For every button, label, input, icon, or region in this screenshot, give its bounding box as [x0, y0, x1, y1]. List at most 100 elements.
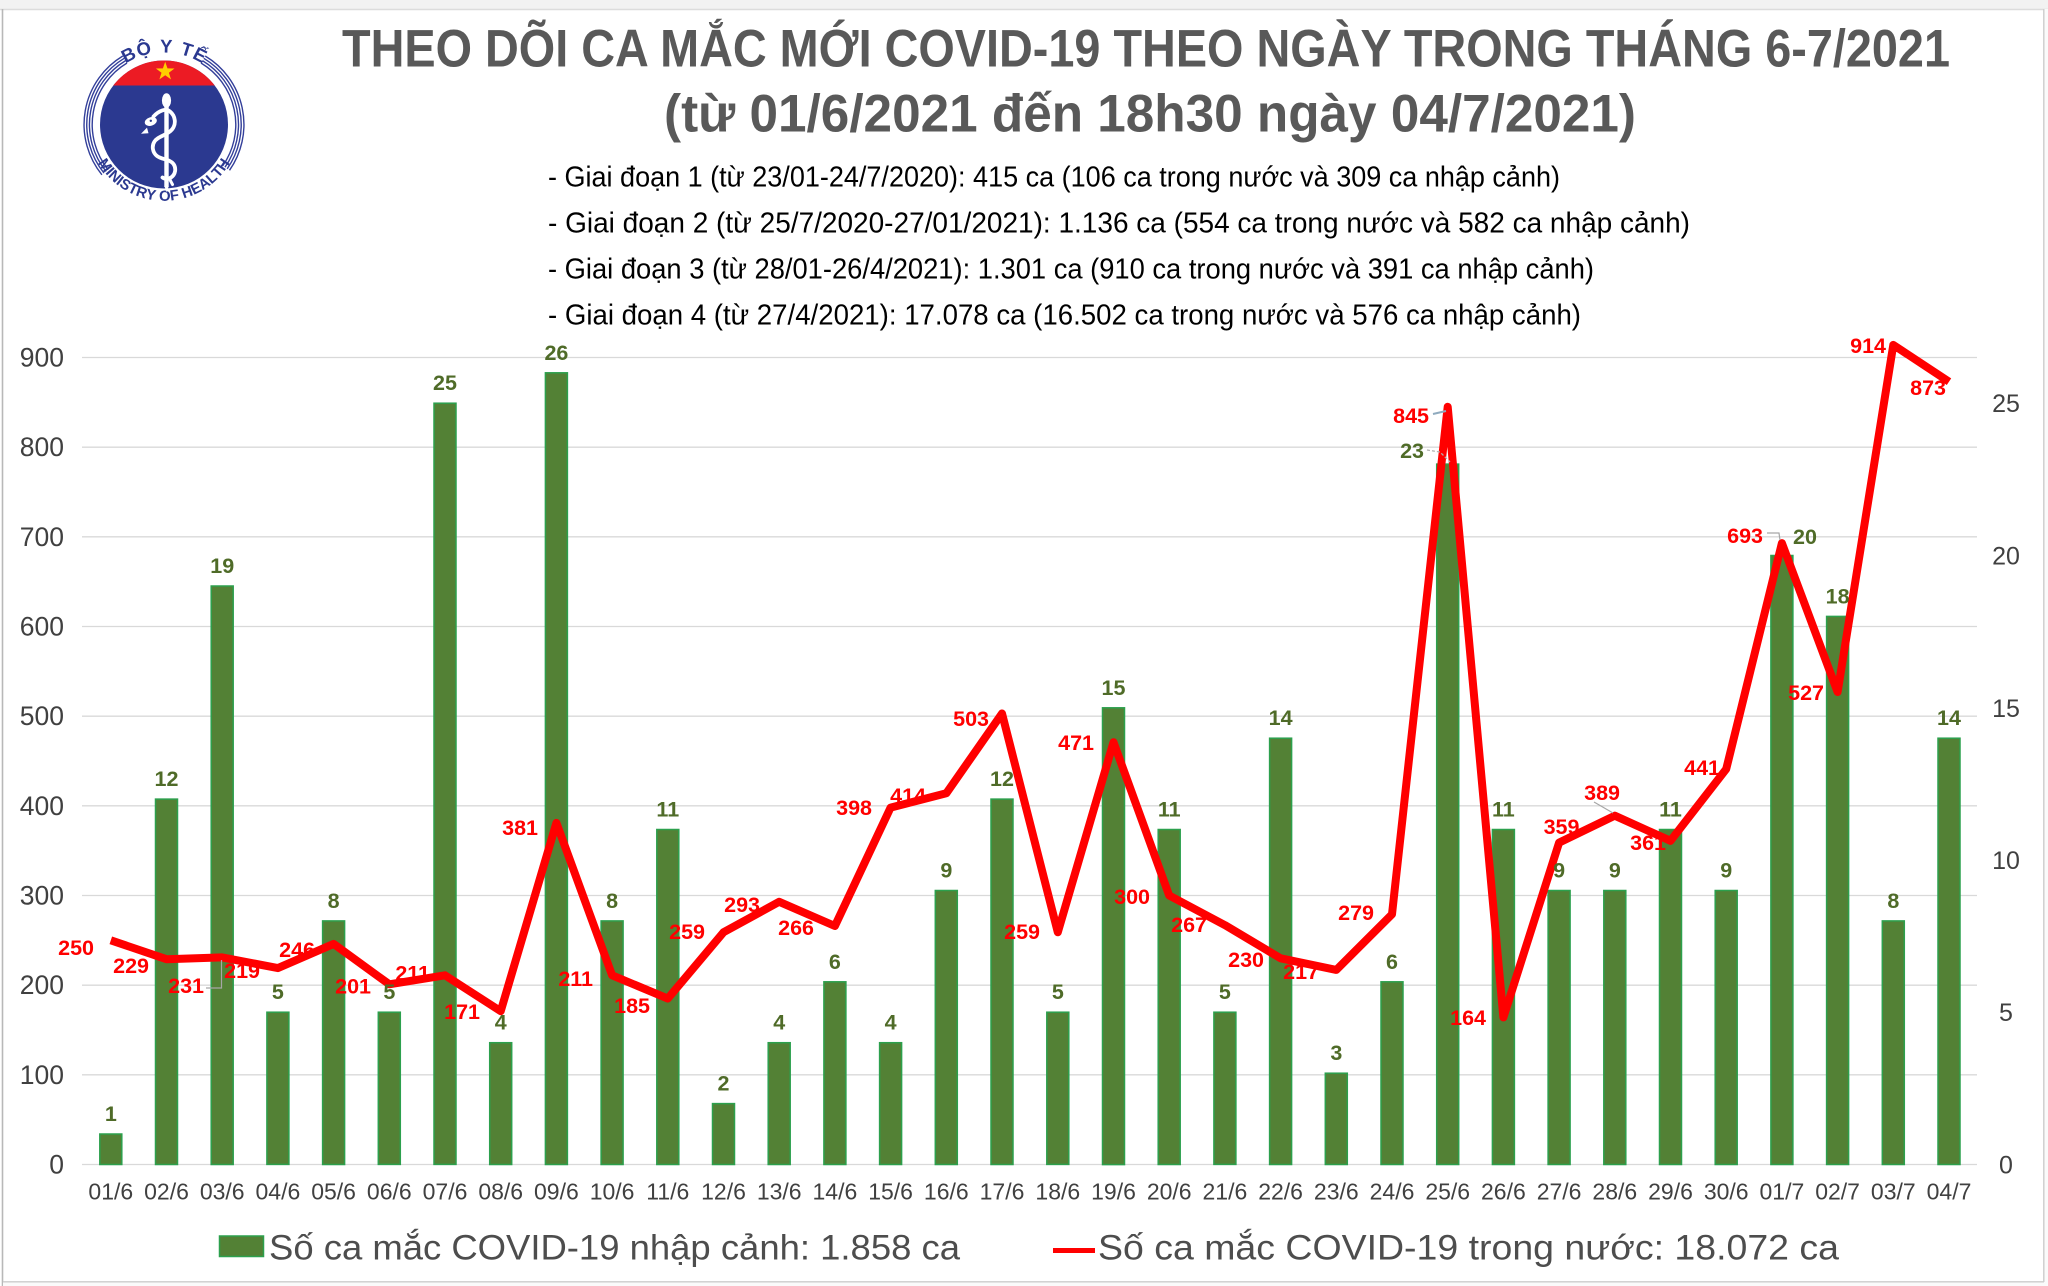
svg-text:266: 266	[778, 916, 814, 940]
svg-text:230: 230	[1228, 948, 1264, 972]
svg-text:11: 11	[656, 798, 679, 822]
svg-text:4: 4	[495, 1011, 507, 1035]
svg-text:- Giai đoạn 2 (từ 25/7/2020-27: - Giai đoạn 2 (từ 25/7/2020-27/01/2021):…	[548, 207, 1690, 239]
svg-text:5: 5	[1052, 980, 1064, 1004]
svg-text:03/6: 03/6	[200, 1179, 245, 1205]
svg-text:23: 23	[1400, 439, 1424, 463]
svg-text:9: 9	[940, 859, 952, 883]
svg-text:211: 211	[395, 962, 430, 986]
svg-text:361: 361	[1630, 831, 1666, 855]
svg-text:200: 200	[20, 970, 64, 1000]
svg-text:9: 9	[1720, 859, 1732, 883]
svg-text:20: 20	[1992, 543, 2020, 571]
svg-text:0: 0	[49, 1150, 64, 1180]
svg-text:400: 400	[20, 791, 64, 821]
svg-text:23/6: 23/6	[1314, 1179, 1359, 1205]
svg-text:700: 700	[20, 522, 64, 552]
svg-text:24/6: 24/6	[1370, 1179, 1415, 1205]
svg-text:- Giai đoạn 1 (từ 23/01-24/7/2: - Giai đoạn 1 (từ 23/01-24/7/2020): 415 …	[548, 161, 1560, 193]
svg-text:900: 900	[20, 343, 64, 373]
svg-text:11: 11	[1492, 798, 1515, 822]
svg-text:279: 279	[1338, 901, 1374, 925]
svg-text:8: 8	[328, 889, 340, 913]
svg-text:4: 4	[885, 1011, 897, 1035]
svg-text:04/7: 04/7	[1927, 1179, 1972, 1205]
svg-text:16/6: 16/6	[924, 1179, 969, 1205]
svg-text:2: 2	[718, 1072, 730, 1096]
svg-text:471: 471	[1058, 731, 1094, 755]
svg-text:8: 8	[606, 889, 618, 913]
svg-text:100: 100	[20, 1060, 64, 1090]
svg-text:12: 12	[155, 767, 179, 791]
svg-text:26: 26	[544, 341, 568, 365]
svg-text:500: 500	[20, 701, 64, 731]
svg-text:Số ca mắc COVID-19 nhập cảnh:: Số ca mắc COVID-19 nhập cảnh: 1.858 ca	[269, 1229, 961, 1268]
svg-text:3: 3	[1330, 1041, 1342, 1065]
svg-text:600: 600	[20, 612, 64, 642]
svg-text:18: 18	[1826, 584, 1850, 608]
svg-text:06/6: 06/6	[367, 1179, 412, 1205]
svg-text:01/7: 01/7	[1760, 1179, 1805, 1205]
svg-text:11/6: 11/6	[646, 1179, 689, 1205]
svg-text:231: 231	[168, 974, 204, 998]
svg-text:01/6: 01/6	[88, 1179, 133, 1205]
svg-text:293: 293	[724, 893, 760, 917]
svg-text:14: 14	[1269, 706, 1293, 730]
svg-text:15: 15	[1102, 676, 1126, 700]
svg-text:5: 5	[1999, 999, 2013, 1027]
svg-text:R: R	[134, 184, 149, 203]
svg-text:F: F	[169, 187, 180, 204]
svg-text:10: 10	[1992, 847, 2020, 875]
svg-text:267: 267	[1171, 913, 1207, 937]
svg-text:08/6: 08/6	[478, 1179, 523, 1205]
svg-text:10/6: 10/6	[590, 1179, 635, 1205]
svg-text:693: 693	[1727, 524, 1763, 548]
svg-text:8: 8	[1887, 889, 1899, 913]
svg-text:18/6: 18/6	[1035, 1179, 1080, 1205]
svg-text:171: 171	[444, 1000, 480, 1024]
svg-text:19: 19	[210, 554, 234, 578]
svg-text:527: 527	[1788, 681, 1824, 705]
svg-text:11: 11	[1659, 798, 1682, 822]
svg-text:20/6: 20/6	[1147, 1179, 1192, 1205]
svg-text:229: 229	[113, 954, 149, 978]
svg-text:13/6: 13/6	[757, 1179, 802, 1205]
svg-text:12: 12	[990, 767, 1014, 791]
svg-text:1: 1	[105, 1102, 117, 1126]
svg-text:11: 11	[1158, 798, 1181, 822]
svg-text:09/6: 09/6	[534, 1179, 579, 1205]
svg-text:- Giai đoạn 3 (từ 28/01-26/4/2: - Giai đoạn 3 (từ 28/01-26/4/2021): 1.30…	[548, 253, 1594, 285]
svg-text:29/6: 29/6	[1648, 1179, 1693, 1205]
svg-text:211: 211	[558, 967, 593, 991]
svg-text:389: 389	[1584, 781, 1620, 805]
svg-text:5: 5	[272, 980, 284, 1004]
svg-text:15: 15	[1992, 695, 2020, 723]
svg-text:Y: Y	[160, 35, 174, 56]
svg-text:Y: Y	[145, 187, 158, 205]
svg-text:H: H	[180, 184, 195, 203]
svg-text:07/6: 07/6	[423, 1179, 468, 1205]
svg-text:800: 800	[20, 432, 64, 462]
svg-text:19/6: 19/6	[1091, 1179, 1136, 1205]
svg-text:30/6: 30/6	[1704, 1179, 1749, 1205]
svg-text:381: 381	[502, 816, 538, 840]
svg-text:217: 217	[1283, 960, 1319, 984]
svg-text:28/6: 28/6	[1592, 1179, 1637, 1205]
svg-text:20: 20	[1793, 525, 1817, 549]
svg-text:164: 164	[1450, 1006, 1486, 1030]
svg-text:14: 14	[1937, 706, 1961, 730]
svg-text:398: 398	[836, 796, 872, 820]
svg-text:359: 359	[1544, 815, 1580, 839]
svg-text:503: 503	[953, 707, 989, 731]
svg-text:- Giai đoạn 4 (từ 27/4/2021):: - Giai đoạn 4 (từ 27/4/2021): 17.078 ca …	[548, 299, 1581, 331]
svg-text:9: 9	[1553, 859, 1565, 883]
svg-text:259: 259	[1004, 920, 1040, 944]
svg-text:4: 4	[773, 1011, 785, 1035]
svg-text:04/6: 04/6	[256, 1179, 301, 1205]
svg-text:259: 259	[669, 920, 705, 944]
svg-text:246: 246	[279, 938, 315, 962]
svg-text:185: 185	[614, 994, 650, 1018]
svg-text:414: 414	[890, 784, 926, 808]
svg-text:250: 250	[58, 936, 94, 960]
svg-text:6: 6	[829, 950, 841, 974]
